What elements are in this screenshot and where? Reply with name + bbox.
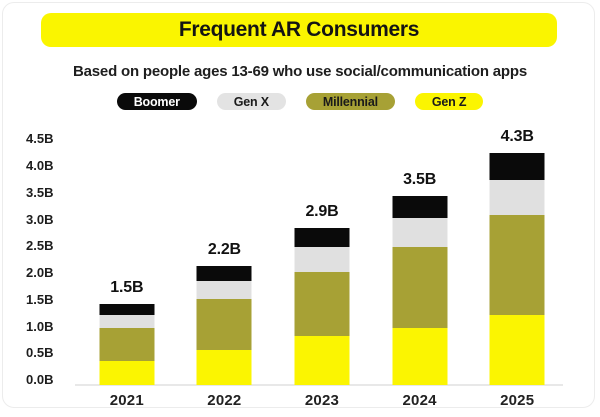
total-label-2024: 3.5B [403, 171, 437, 188]
stacked-bar-2025 [489, 152, 545, 385]
bar-segment-gen-z-2024 [392, 328, 448, 385]
bar-segment-gen-x-2025 [489, 179, 545, 215]
total-label-2025: 4.3B [500, 127, 534, 145]
chart-title: Frequent AR Consumers [178, 18, 420, 41]
bar-segment-boomer-2021 [99, 304, 155, 315]
stacked-bar-2023 [294, 228, 350, 385]
bar-segment-gen-z-2025 [489, 314, 545, 385]
y-tick-label: 2.5B [26, 238, 54, 254]
total-label-2023: 2.9B [305, 203, 339, 221]
bar-column-2023: 2.9B [273, 131, 371, 385]
x-tick-label-2023: 2023 [304, 392, 340, 409]
bar-segment-gen-x-2021 [99, 314, 155, 329]
y-tick-label: 3.5B [26, 184, 54, 200]
legend-pill-gen-z: Gen Z [414, 93, 484, 110]
chart-subtitle: Based on people ages 13-69 who use socia… [73, 63, 527, 80]
x-tick-label-2025: 2025 [500, 392, 535, 409]
y-tick-label: 1.5B [26, 291, 54, 307]
bar-segment-millennial-2025 [489, 214, 545, 315]
bar-segment-gen-x-2023 [294, 247, 350, 272]
x-axis-labels: 2021 2022 2023 2024 2025 [78, 392, 566, 409]
x-axis-line [75, 384, 563, 386]
x-tick-label-2021: 2021 [109, 392, 144, 409]
bar-segment-gen-z-2021 [99, 360, 155, 385]
x-tick-label-2022: 2022 [207, 392, 242, 409]
bar-column-2021: 1.5B [78, 131, 176, 385]
bar-segment-boomer-2022 [196, 266, 252, 281]
total-label-2022: 2.2B [207, 241, 241, 259]
title-banner: Frequent AR Consumers [41, 13, 557, 47]
x-tick-label-2024: 2024 [402, 392, 437, 409]
plot-area: 1.5B 2.2B 2.9B 3.5B 4.3B [78, 127, 566, 385]
legend: Boomer Gen X Millennial Gen Z [0, 93, 600, 110]
legend-pill-boomer: Boomer [116, 93, 197, 110]
stacked-bar-2022 [196, 266, 252, 385]
y-tick-label: 4.5B [26, 131, 54, 147]
bar-column-2025: 4.3B [468, 127, 566, 385]
bar-segment-gen-x-2022 [196, 280, 252, 299]
stacked-bar-2021 [99, 304, 155, 385]
y-tick-label: 4.0B [26, 158, 54, 173]
bar-segment-millennial-2024 [392, 247, 448, 329]
bar-column-2024: 3.5B [371, 131, 469, 385]
bar-segment-millennial-2022 [196, 298, 252, 350]
y-tick-label: 2.0B [26, 265, 54, 280]
bar-segment-millennial-2021 [99, 328, 155, 361]
y-tick-label: 3.0B [26, 211, 54, 227]
y-tick-label: 0.0B [26, 372, 54, 387]
bar-segment-gen-z-2023 [294, 336, 350, 385]
bar-segment-boomer-2024 [392, 196, 448, 218]
bar-column-2022: 2.2B [176, 131, 274, 385]
y-tick-label: 1.0B [26, 318, 54, 334]
bar-segment-millennial-2023 [294, 271, 350, 337]
stacked-bar-2024 [392, 196, 448, 385]
legend-pill-gen-x: Gen X [216, 93, 286, 110]
y-axis: 0.0B 0.5B 1.0B 1.5B 2.0B 2.5B 3.0B 3.5B 4.0B 4.5B [26, 0, 70, 417]
bar-segment-gen-z-2022 [196, 349, 252, 385]
legend-pill-millennial: Millennial [305, 93, 395, 110]
y-tick-label: 0.5B [26, 345, 54, 361]
bar-segment-gen-x-2024 [392, 217, 448, 248]
bar-segment-boomer-2025 [489, 152, 545, 180]
bar-segment-boomer-2023 [294, 228, 350, 248]
total-label-2021: 1.5B [110, 279, 144, 296]
